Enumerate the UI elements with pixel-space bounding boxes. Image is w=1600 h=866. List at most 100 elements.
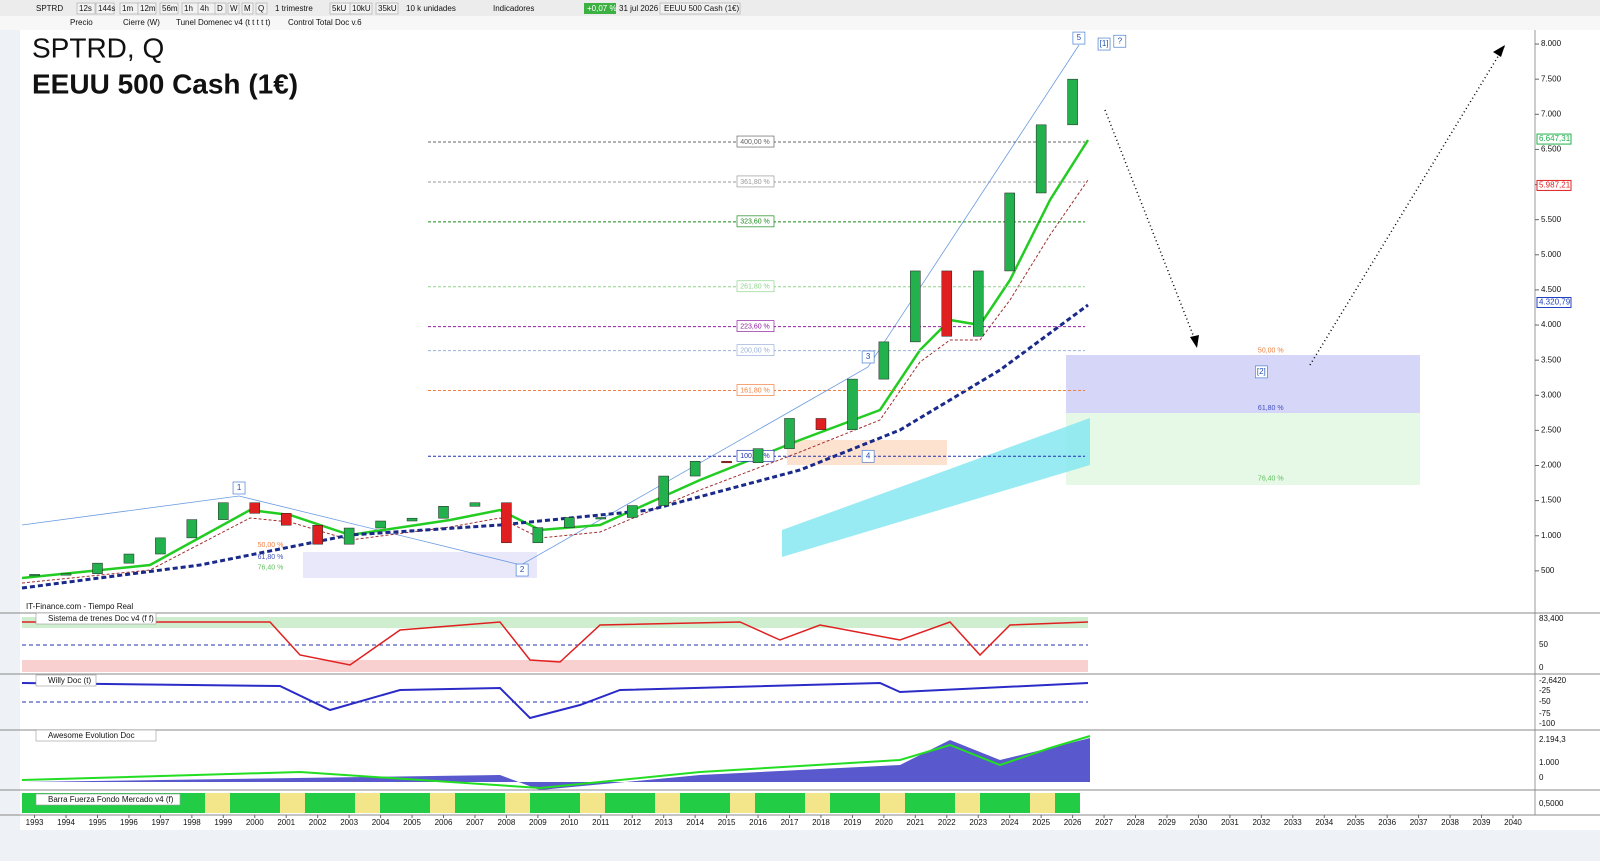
candle xyxy=(941,270,953,337)
bar-segment xyxy=(630,793,655,813)
bar-segment xyxy=(255,793,280,813)
price-tag xyxy=(1536,133,1572,145)
candle xyxy=(784,418,795,449)
toolbar xyxy=(0,0,1600,16)
instrument[interactable]: EEUU 500 Cash (1€) xyxy=(664,4,739,13)
bar-segment xyxy=(755,793,780,813)
symbol[interactable]: SPTRD xyxy=(36,4,63,13)
panel-title[interactable]: Sistema de trenes Doc v4 (f f) xyxy=(48,614,154,623)
timeframe[interactable]: 56m xyxy=(162,4,178,13)
x-tick-label: 2012 xyxy=(623,818,641,827)
retrace-zone xyxy=(303,552,537,578)
y-tick-label: 7.500 xyxy=(1541,74,1562,83)
moving-average xyxy=(21,303,1089,590)
x-tick-label: 2021 xyxy=(906,818,924,827)
x-tick-label: 1997 xyxy=(152,818,170,827)
unit-button[interactable]: 10kU xyxy=(352,4,371,13)
timeframe[interactable]: Q xyxy=(258,4,264,13)
x-tick-label: 2034 xyxy=(1315,818,1333,827)
fib-label-box xyxy=(736,320,775,332)
fib-label: 400,00 % xyxy=(740,139,770,146)
x-tick-label: 2033 xyxy=(1284,818,1302,827)
unit-button[interactable]: 35kU xyxy=(378,4,397,13)
panel-axis-label: 2.194,3 xyxy=(1539,735,1566,744)
legend-item[interactable]: Tunel Domenec v4 (t t t t t) xyxy=(176,18,271,27)
indicators[interactable]: Indicadores xyxy=(493,4,534,13)
y-tick-label: 7.000 xyxy=(1541,109,1562,118)
bar-segment xyxy=(705,793,730,813)
fib-label: 223,60 % xyxy=(740,323,770,330)
instrument-box xyxy=(659,2,741,15)
candle xyxy=(155,537,166,555)
date[interactable]: 31 jul 2026 xyxy=(619,4,659,13)
price-tag-label: 6.647,31 xyxy=(1539,134,1571,143)
x-tick-label: 2026 xyxy=(1064,818,1082,827)
candle xyxy=(815,418,827,430)
band xyxy=(22,617,1088,628)
candle xyxy=(312,524,323,545)
timeframe[interactable]: W xyxy=(230,4,238,13)
candle xyxy=(406,517,418,522)
button xyxy=(241,2,254,15)
indicator-line xyxy=(21,735,1091,790)
band xyxy=(22,660,1088,672)
legend-item[interactable]: Control Total Doc v.6 xyxy=(288,18,362,27)
x-tick-label: 1996 xyxy=(120,818,138,827)
x-tick-label: 1995 xyxy=(89,818,107,827)
candle xyxy=(501,502,512,544)
panel-axis-label: -2,6420 xyxy=(1539,676,1567,685)
unit-button[interactable]: 5kU xyxy=(332,4,346,13)
moving-average xyxy=(21,179,1089,584)
x-tick-label: 2006 xyxy=(435,818,453,827)
timeframe[interactable]: 4h xyxy=(200,4,209,13)
wave-label: [2] xyxy=(1257,367,1266,376)
y-tick-label: 8.000 xyxy=(1541,39,1562,48)
bar-segment xyxy=(555,793,580,813)
panel-title[interactable]: Barra Fuerza Fondo Mercado v4 (f) xyxy=(48,795,174,804)
candle xyxy=(878,341,890,380)
timeframe[interactable]: 12s xyxy=(79,4,92,13)
bar-segment xyxy=(855,793,880,813)
x-tick-label: 2008 xyxy=(498,818,516,827)
wave-box xyxy=(1072,31,1086,45)
candle xyxy=(1067,78,1078,126)
x-tick-label: 2022 xyxy=(938,818,956,827)
y-tick-label: 5.000 xyxy=(1541,250,1562,259)
bar-segment xyxy=(330,793,355,813)
panel-title[interactable]: Willy Doc (t) xyxy=(48,676,91,685)
candle xyxy=(595,517,607,520)
bar-segment xyxy=(380,793,405,813)
bar-segment xyxy=(580,793,605,813)
bar-segment xyxy=(405,793,430,813)
retracement-label: 61,80 % xyxy=(1258,405,1284,412)
panel-title[interactable]: Awesome Evolution Doc xyxy=(48,731,135,740)
timeframe[interactable]: 12m xyxy=(140,4,156,13)
y-tick-label: 2.000 xyxy=(1541,461,1562,470)
period[interactable]: 1 trimestre xyxy=(275,4,313,13)
button xyxy=(227,2,240,15)
bar-segment xyxy=(1055,793,1080,813)
fib-label: 261,80 % xyxy=(740,284,770,291)
bar-segment xyxy=(480,793,505,813)
target-zone xyxy=(1066,355,1420,413)
legend-item[interactable]: Precio xyxy=(70,18,93,27)
timeframe[interactable]: 144s xyxy=(98,4,115,13)
bar-segment xyxy=(655,793,680,813)
units[interactable]: 10 k unidades xyxy=(406,4,456,13)
panel-title-box xyxy=(35,612,157,625)
timeframe[interactable]: D xyxy=(217,4,223,13)
source: IT-Finance.com - Tiempo Real xyxy=(26,602,133,611)
timeframe[interactable]: 1m xyxy=(122,4,133,13)
legend-item[interactable]: Cierre (W) xyxy=(123,18,160,27)
bar-segment xyxy=(530,793,555,813)
indicator-line xyxy=(22,621,1089,666)
timeframe[interactable]: M xyxy=(244,4,251,13)
wave-box xyxy=(861,350,875,364)
y-tick-label: 4.500 xyxy=(1541,285,1562,294)
x-tick-label: 2035 xyxy=(1347,818,1365,827)
timeframe[interactable]: 1h xyxy=(184,4,193,13)
fib-label: 361,80 % xyxy=(740,179,770,186)
bar-segment xyxy=(880,793,905,813)
x-tick-label: 2000 xyxy=(246,818,264,827)
